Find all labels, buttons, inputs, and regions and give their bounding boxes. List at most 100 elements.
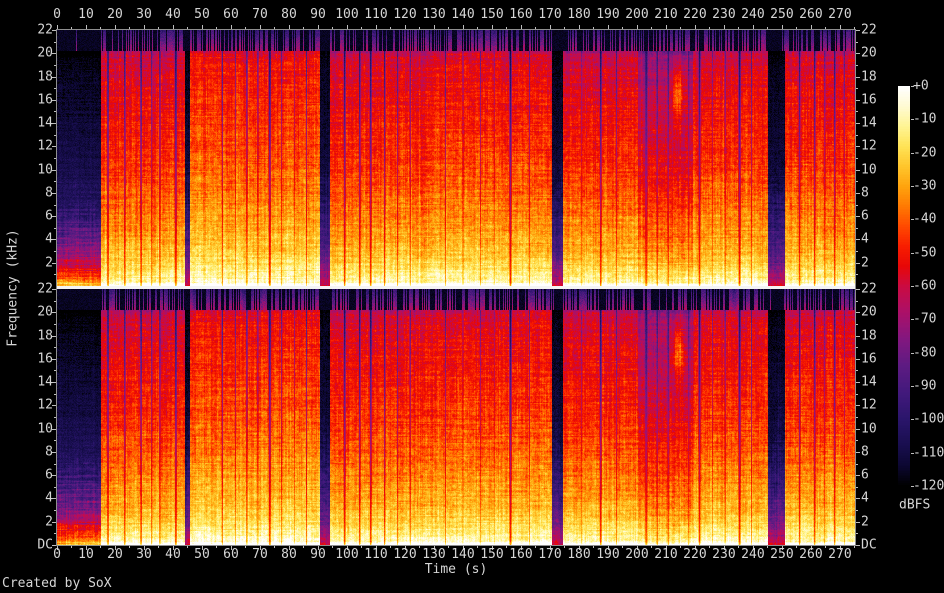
tick-label: 22	[861, 281, 877, 297]
tick-label: 100	[335, 7, 359, 22]
tick-label: 200	[625, 547, 649, 562]
tick-label: -10	[913, 111, 937, 127]
tick-label: 16	[37, 351, 53, 367]
tick-label: 10	[861, 162, 877, 178]
tick-label: 22	[861, 22, 877, 38]
tick-label: 10	[78, 547, 94, 562]
tick-label: 10	[37, 421, 53, 437]
tick-label: 90	[310, 7, 326, 22]
tick-label: 18	[861, 328, 877, 344]
tick-label: 6	[45, 208, 53, 224]
tick-label: 120	[393, 547, 417, 562]
tick-label: 240	[741, 547, 765, 562]
tick-label: 160	[509, 7, 533, 22]
tick-label: 40	[165, 547, 181, 562]
tick-label: 190	[596, 547, 620, 562]
tick-label: -80	[913, 345, 937, 361]
tick-label: 4	[861, 231, 869, 247]
tick-label: 18	[37, 69, 53, 85]
tick-label: 80	[281, 7, 297, 22]
tick-label: 170	[538, 7, 562, 22]
tick-label: 100	[335, 547, 359, 562]
tick-label: 40	[165, 7, 181, 22]
xlabel-time: Time (s)	[424, 562, 488, 577]
tick-label: 260	[799, 7, 823, 22]
tick-label: 220	[683, 547, 707, 562]
tick-label: 60	[223, 547, 239, 562]
tick-label: 14	[861, 115, 877, 131]
tick-label: 2	[45, 514, 53, 530]
tick-label: 4	[861, 490, 869, 506]
tick-label: 150	[480, 547, 504, 562]
tick-label: 140	[451, 7, 475, 22]
tick-label: -70	[913, 311, 937, 327]
tick-label: 140	[451, 547, 475, 562]
tick-label: 50	[194, 7, 210, 22]
tick-label: 210	[654, 547, 678, 562]
tick-label: -30	[913, 178, 937, 194]
tick-label: 12	[37, 138, 53, 154]
tick-label: DC	[37, 537, 53, 553]
tick-label: DC	[861, 537, 877, 553]
tick-label: 130	[422, 7, 446, 22]
tick-label: 14	[861, 374, 877, 390]
tick-label: 22	[37, 22, 53, 38]
tick-label: 20	[861, 304, 877, 320]
tick-label: 14	[37, 374, 53, 390]
tick-label: 12	[861, 397, 877, 413]
tick-label: 220	[683, 7, 707, 22]
tick-label: +0	[913, 78, 929, 94]
tick-label: 50	[194, 547, 210, 562]
tick-label: -20	[913, 145, 937, 161]
tick-label: 30	[136, 547, 152, 562]
tick-label: 20	[37, 45, 53, 61]
tick-label: 20	[37, 304, 53, 320]
tick-label: 8	[45, 444, 53, 460]
tick-label: -110	[913, 445, 944, 461]
tick-label: 2	[861, 255, 869, 271]
tick-label: 20	[107, 7, 123, 22]
tick-label: 30	[136, 7, 152, 22]
tick-label: 4	[45, 231, 53, 247]
tick-label: 14	[37, 115, 53, 131]
tick-label: 16	[861, 351, 877, 367]
tick-label: -60	[913, 278, 937, 294]
tick-label: 10	[861, 421, 877, 437]
tick-label: 10	[37, 162, 53, 178]
tick-label: 4	[45, 490, 53, 506]
tick-label: 150	[480, 7, 504, 22]
tick-label: 90	[310, 547, 326, 562]
tick-label: 8	[45, 185, 53, 201]
tick-label: 80	[281, 547, 297, 562]
tick-label: 230	[712, 7, 736, 22]
colorbar-unit-label: dBFS	[899, 497, 931, 513]
tick-label: 130	[422, 547, 446, 562]
tick-label: 250	[770, 7, 794, 22]
tick-label: 170	[538, 547, 562, 562]
tick-label: -120	[913, 478, 944, 494]
tick-label: 8	[861, 185, 869, 201]
tick-label: 22	[37, 281, 53, 297]
tick-label: 16	[861, 92, 877, 108]
tick-label: 6	[861, 467, 869, 483]
tick-label: 250	[770, 547, 794, 562]
tick-label: 0	[53, 547, 61, 562]
tick-label: 20	[861, 45, 877, 61]
tick-label: 18	[37, 328, 53, 344]
tick-label: -50	[913, 245, 937, 261]
credit-text: Created by SoX	[2, 576, 112, 591]
tick-label: 260	[799, 547, 823, 562]
tick-label: 12	[37, 397, 53, 413]
tick-label: 16	[37, 92, 53, 108]
tick-label: 270	[828, 7, 852, 22]
tick-label: 210	[654, 7, 678, 22]
tick-label: 60	[223, 7, 239, 22]
tick-label: -90	[913, 378, 937, 394]
tick-label: 190	[596, 7, 620, 22]
ylabel-frequency: Frequency (kHz)	[5, 229, 21, 347]
tick-label: 18	[861, 69, 877, 85]
tick-label: 160	[509, 547, 533, 562]
tick-label: 12	[861, 138, 877, 154]
